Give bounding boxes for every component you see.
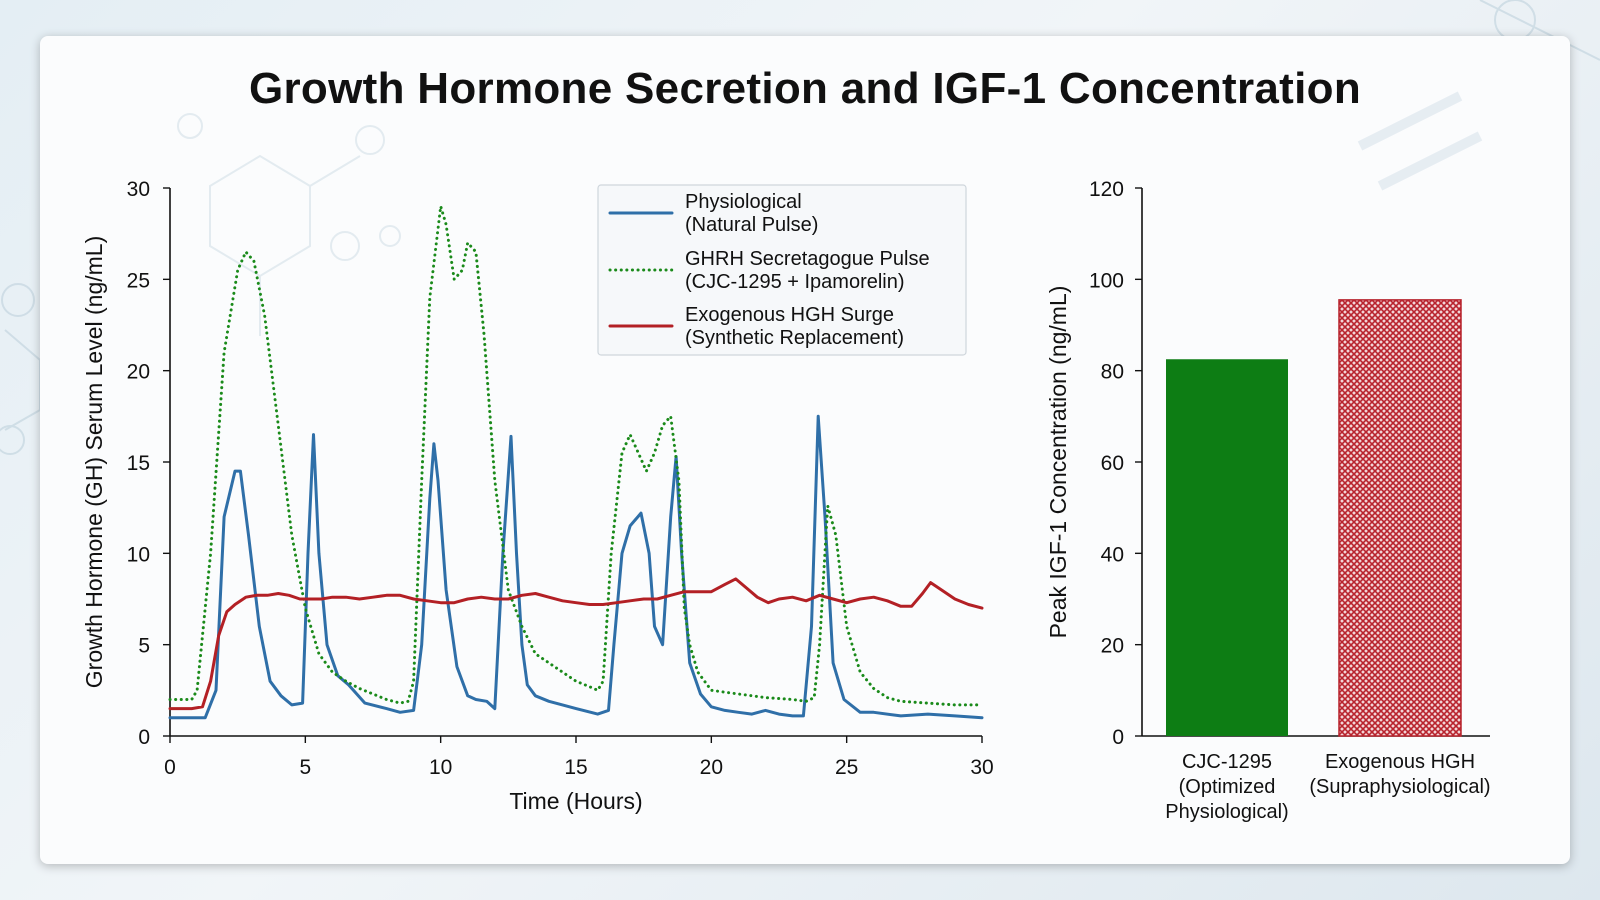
bar-category-label-1: Physiological): [1165, 801, 1288, 823]
gh-line-chart: 0 5 10 15 20 25 30 0 5 10 15 20 25 30 Time (Hours) Grow…: [81, 178, 994, 814]
bar-2: [1338, 299, 1462, 737]
legend: Physiological(Natural Pulse) GHRH Secreta…: [597, 184, 967, 356]
bar-y-tick-label: 60: [1101, 452, 1124, 475]
y-tick-label: 30: [127, 178, 150, 201]
legend-box: [597, 184, 967, 356]
bar-y-axis-title: Peak IGF-1 Concentration (ng/mL): [1045, 286, 1071, 639]
bar-category-label-1: (Optimized: [1179, 776, 1276, 798]
x-tick-label: 10: [429, 756, 452, 779]
legend-label-1: (Natural Pulse): [685, 214, 818, 236]
bar-y-tick-label: 100: [1089, 269, 1124, 292]
legend-label-2: (CJC-1295 + Ipamorelin): [685, 271, 905, 293]
series-line-2: [168, 204, 984, 707]
y-axis-title: Growth Hormone (GH) Serum Level (ng/mL): [81, 236, 107, 688]
legend-label-2: GHRH Secretagogue Pulse: [685, 248, 930, 270]
bar-y-tick-label: 120: [1089, 178, 1124, 201]
igf1-bar-chart: 0 20 40 60 80 100 120 Peak IGF-1 Concentration …: [1045, 178, 1491, 823]
bar-1: [1166, 359, 1288, 736]
x-tick-label: 20: [700, 756, 723, 779]
bar-y-tick-label: 20: [1101, 635, 1124, 658]
chart-figure: 0 5 10 15 20 25 30 0 5 10 15 20 25 30 Time (Hours) Grow…: [81, 91, 1491, 823]
y-tick-label: 25: [127, 269, 150, 292]
x-tick-label: 30: [970, 756, 993, 779]
background-molecule-watermark: [177, 91, 1483, 336]
series-line-3: [168, 577, 984, 711]
bar-y-tick-label: 0: [1112, 726, 1124, 749]
bar-category-label-1: CJC-1295: [1182, 751, 1272, 773]
x-tick-label: 5: [299, 756, 311, 779]
bar-y-tick-label: 80: [1101, 361, 1124, 384]
bar-y-tick-label: 40: [1101, 543, 1124, 566]
bar-category-label-2: Exogenous HGH: [1325, 751, 1475, 773]
x-tick-label: 15: [564, 756, 587, 779]
legend-label-3: Exogenous HGH Surge: [685, 304, 894, 326]
x-tick-label: 25: [835, 756, 858, 779]
y-tick-label: 20: [127, 361, 150, 384]
legend-label-3: (Synthetic Replacement): [685, 327, 904, 349]
x-axis-title: Time (Hours): [509, 788, 642, 814]
y-tick-label: 10: [127, 543, 150, 566]
y-tick-label: 5: [138, 635, 150, 658]
series-line-1: [168, 414, 984, 720]
y-tick-label: 0: [138, 726, 150, 749]
bar-category-label-2: (Supraphysiological): [1309, 776, 1490, 798]
x-tick-label: 0: [164, 756, 176, 779]
y-tick-label: 15: [127, 452, 150, 475]
chart-title: Growth Hormone Secretion and IGF-1 Conce…: [248, 64, 1362, 113]
chart-card: Growth Hormone Secretion and IGF-1 Conce…: [40, 36, 1570, 864]
legend-label-1: Physiological: [685, 191, 802, 213]
